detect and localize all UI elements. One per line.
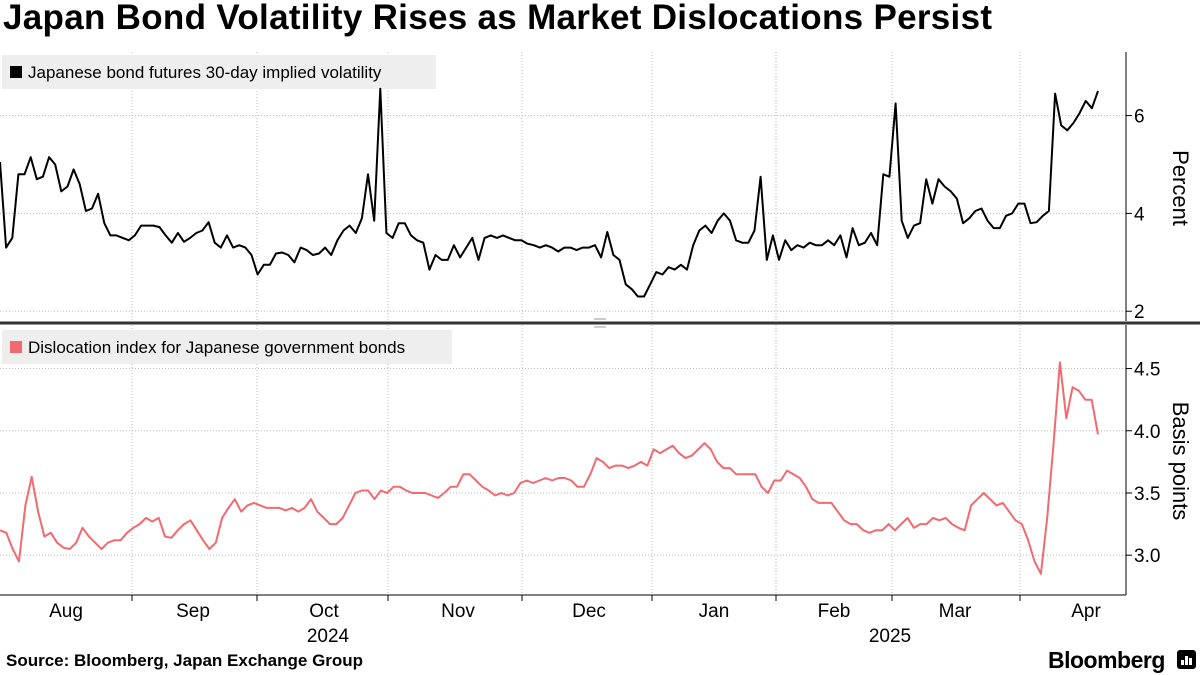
dislocation-line xyxy=(0,361,1099,575)
x-tick-label: Apr xyxy=(1071,601,1101,622)
legend-label-volatility: Japanese bond futures 30-day implied vol… xyxy=(28,63,382,82)
x-year-label: 2024 xyxy=(307,626,350,647)
y-tick-label: 3.5 xyxy=(1134,484,1160,505)
x-tick-label: Nov xyxy=(441,601,475,622)
x-tick-label: Dec xyxy=(572,601,606,622)
y-tick-label: 2 xyxy=(1134,302,1145,323)
legend-label-dislocation: Dislocation index for Japanese governmen… xyxy=(28,338,405,357)
legend-swatch-dislocation xyxy=(10,341,22,353)
bloomberg-logo: Bloomberg xyxy=(1048,647,1165,673)
y-axis-title-top: Percent xyxy=(1168,150,1193,226)
x-tick-label: Jan xyxy=(699,601,730,622)
gridlines xyxy=(0,52,1126,595)
x-tick-label: Oct xyxy=(309,601,339,622)
x-tick-label: Sep xyxy=(176,601,210,622)
x-tick-label: Mar xyxy=(939,601,972,622)
legend-swatch-volatility xyxy=(10,66,22,78)
y-axis-title-bottom: Basis points xyxy=(1168,402,1193,521)
series xyxy=(0,87,1099,575)
volatility-line xyxy=(0,87,1099,298)
legend-volatility: Japanese bond futures 30-day implied vol… xyxy=(2,55,436,89)
axis-ticks: 2 4 6 3.0 3.5 4.0 4.5 xyxy=(131,107,1160,601)
y-tick-label: 4 xyxy=(1134,204,1145,225)
source-note: Source: Bloomberg, Japan Exchange Group xyxy=(6,651,364,670)
legend-dislocation: Dislocation index for Japanese governmen… xyxy=(2,330,452,364)
y-tick-label: 3.0 xyxy=(1134,546,1160,567)
bloomberg-terminal-icon xyxy=(1177,650,1196,669)
x-year-label: 2025 xyxy=(869,626,911,647)
y-tick-label: 4.5 xyxy=(1134,360,1160,381)
y-tick-label: 6 xyxy=(1134,107,1145,128)
y-tick-label: 4.0 xyxy=(1134,422,1160,443)
x-tick-label: Feb xyxy=(818,601,851,622)
x-tick-label: Aug xyxy=(49,601,83,622)
chart-title: Japan Bond Volatility Rises as Market Di… xyxy=(3,0,993,37)
